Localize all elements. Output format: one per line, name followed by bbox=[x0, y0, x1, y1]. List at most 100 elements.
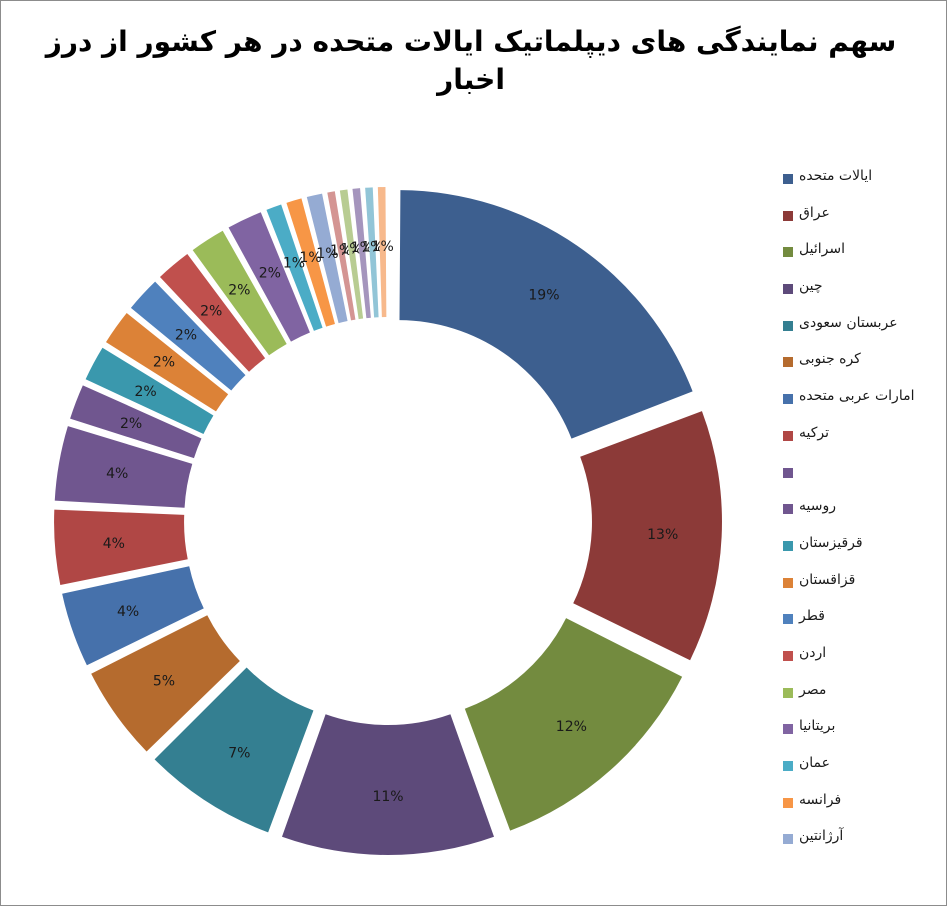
legend-label: کره جنوبی bbox=[799, 351, 861, 368]
slice-15 bbox=[228, 212, 310, 342]
legend-item-13: اردن bbox=[783, 643, 943, 680]
data-label-18: 1% bbox=[316, 246, 338, 262]
legend-label: اسرائیل bbox=[799, 241, 845, 258]
legend-swatch bbox=[783, 797, 793, 808]
legend: ایالات متحده عراق اسرائیل چین عربستان سعودی ک… bbox=[783, 166, 943, 863]
legend-item-18: آرژانتین bbox=[783, 826, 943, 863]
legend-label: عربستان سعودی bbox=[799, 314, 898, 331]
data-label-4: 7% bbox=[228, 745, 250, 761]
data-label-0: 19% bbox=[528, 287, 559, 303]
slice-unlabeled-22 bbox=[365, 187, 379, 318]
data-label-6: 4% bbox=[117, 604, 139, 620]
legend-item-0: ایالات متحده bbox=[783, 166, 943, 203]
legend-swatch bbox=[783, 504, 793, 515]
slice-7 bbox=[54, 509, 188, 585]
legend-swatch bbox=[783, 394, 793, 405]
data-label-7: 4% bbox=[103, 536, 125, 552]
legend-item-9: روسیه bbox=[783, 496, 943, 533]
legend-label: روسیه bbox=[799, 498, 836, 515]
legend-swatch bbox=[783, 761, 793, 771]
slice-14 bbox=[192, 230, 287, 356]
data-label-1: 13% bbox=[647, 527, 678, 543]
legend-swatch bbox=[783, 430, 793, 441]
data-label-17: 1% bbox=[299, 250, 321, 266]
legend-label: قزاقستان bbox=[799, 571, 856, 588]
slice-1 bbox=[573, 411, 722, 661]
data-label-12: 2% bbox=[175, 327, 197, 343]
legend-swatch bbox=[783, 320, 793, 331]
legend-swatch bbox=[783, 724, 793, 735]
legend-swatch bbox=[783, 174, 793, 184]
legend-item-5: کره جنوبی bbox=[783, 349, 943, 386]
legend-label: ترکیه bbox=[799, 424, 830, 441]
legend-label: عراق bbox=[799, 204, 830, 221]
legend-label: چین bbox=[799, 278, 823, 295]
data-label-19: 1% bbox=[330, 243, 352, 259]
chart-title: سهم نمایندگی های دیپلماتیک ایالات متحده … bbox=[45, 25, 897, 96]
legend-swatch bbox=[783, 577, 793, 588]
legend-item-11: قزاقستان bbox=[783, 570, 943, 607]
data-label-3: 11% bbox=[372, 789, 403, 805]
legend-label: آرژانتین bbox=[799, 828, 844, 845]
legend-item-2: اسرائیل bbox=[783, 239, 943, 276]
slice-13 bbox=[159, 254, 266, 372]
legend-item-15: بریتانیا bbox=[783, 716, 943, 753]
legend-item-10: قرقیزستان bbox=[783, 533, 943, 570]
data-label-23: 1% bbox=[372, 239, 394, 255]
data-label-16: 1% bbox=[283, 256, 305, 272]
legend-swatch bbox=[783, 687, 793, 698]
data-label-22: 1% bbox=[361, 239, 383, 255]
slice-unlabeled-19 bbox=[327, 191, 356, 321]
legend-label: امارات عربی متحده bbox=[799, 388, 915, 405]
data-label-20: 1% bbox=[340, 241, 362, 257]
slice-4 bbox=[154, 667, 314, 833]
legend-swatch bbox=[783, 247, 793, 258]
legend-label: اردن bbox=[799, 644, 827, 661]
slice-0 bbox=[399, 190, 693, 439]
legend-item-16: عمان bbox=[783, 753, 943, 790]
legend-swatch bbox=[783, 357, 793, 368]
slice-16 bbox=[266, 204, 323, 331]
data-label-5: 5% bbox=[153, 674, 175, 690]
legend-item-8 bbox=[783, 460, 943, 497]
legend-item-14: مصر bbox=[783, 680, 943, 717]
legend-label: ایالات متحده bbox=[799, 168, 873, 184]
legend-swatch bbox=[783, 540, 793, 551]
legend-item-12: قطر bbox=[783, 606, 943, 643]
legend-item-4: عربستان سعودی bbox=[783, 313, 943, 350]
legend-label: مصر bbox=[799, 681, 827, 698]
legend-swatch bbox=[783, 284, 793, 295]
slice-12 bbox=[130, 281, 246, 391]
legend-swatch bbox=[783, 650, 793, 661]
data-label-10: 2% bbox=[134, 384, 156, 400]
slice-2 bbox=[464, 618, 683, 831]
legend-item-3: چین bbox=[783, 276, 943, 313]
data-label-21: 1% bbox=[351, 240, 373, 256]
legend-label: قرقیزستان bbox=[799, 534, 863, 551]
legend-swatch bbox=[783, 834, 793, 845]
data-label-2: 12% bbox=[556, 719, 587, 735]
data-label-14: 2% bbox=[228, 283, 250, 299]
data-label-13: 2% bbox=[200, 303, 222, 319]
legend-label: قطر bbox=[799, 608, 825, 625]
legend-item-7: ترکیه bbox=[783, 423, 943, 460]
slice-18 bbox=[306, 193, 348, 324]
slice-11 bbox=[105, 313, 229, 412]
slice-unlabeled-20 bbox=[339, 189, 364, 320]
data-label-11: 2% bbox=[153, 354, 175, 370]
legend-swatch bbox=[783, 614, 793, 625]
slice-5 bbox=[91, 615, 240, 752]
data-label-15: 2% bbox=[259, 266, 281, 282]
legend-label: بریتانیا bbox=[799, 718, 836, 735]
legend-label: فرانسه bbox=[799, 791, 842, 808]
slice-10 bbox=[85, 347, 214, 435]
slice-unlabeled-23 bbox=[377, 187, 387, 318]
slice-9 bbox=[70, 385, 202, 459]
slice-6 bbox=[62, 566, 204, 666]
slice-3 bbox=[281, 714, 495, 856]
legend-label: عمان bbox=[799, 755, 830, 771]
legend-swatch bbox=[783, 210, 793, 221]
legend-item-1: عراق bbox=[783, 203, 943, 240]
